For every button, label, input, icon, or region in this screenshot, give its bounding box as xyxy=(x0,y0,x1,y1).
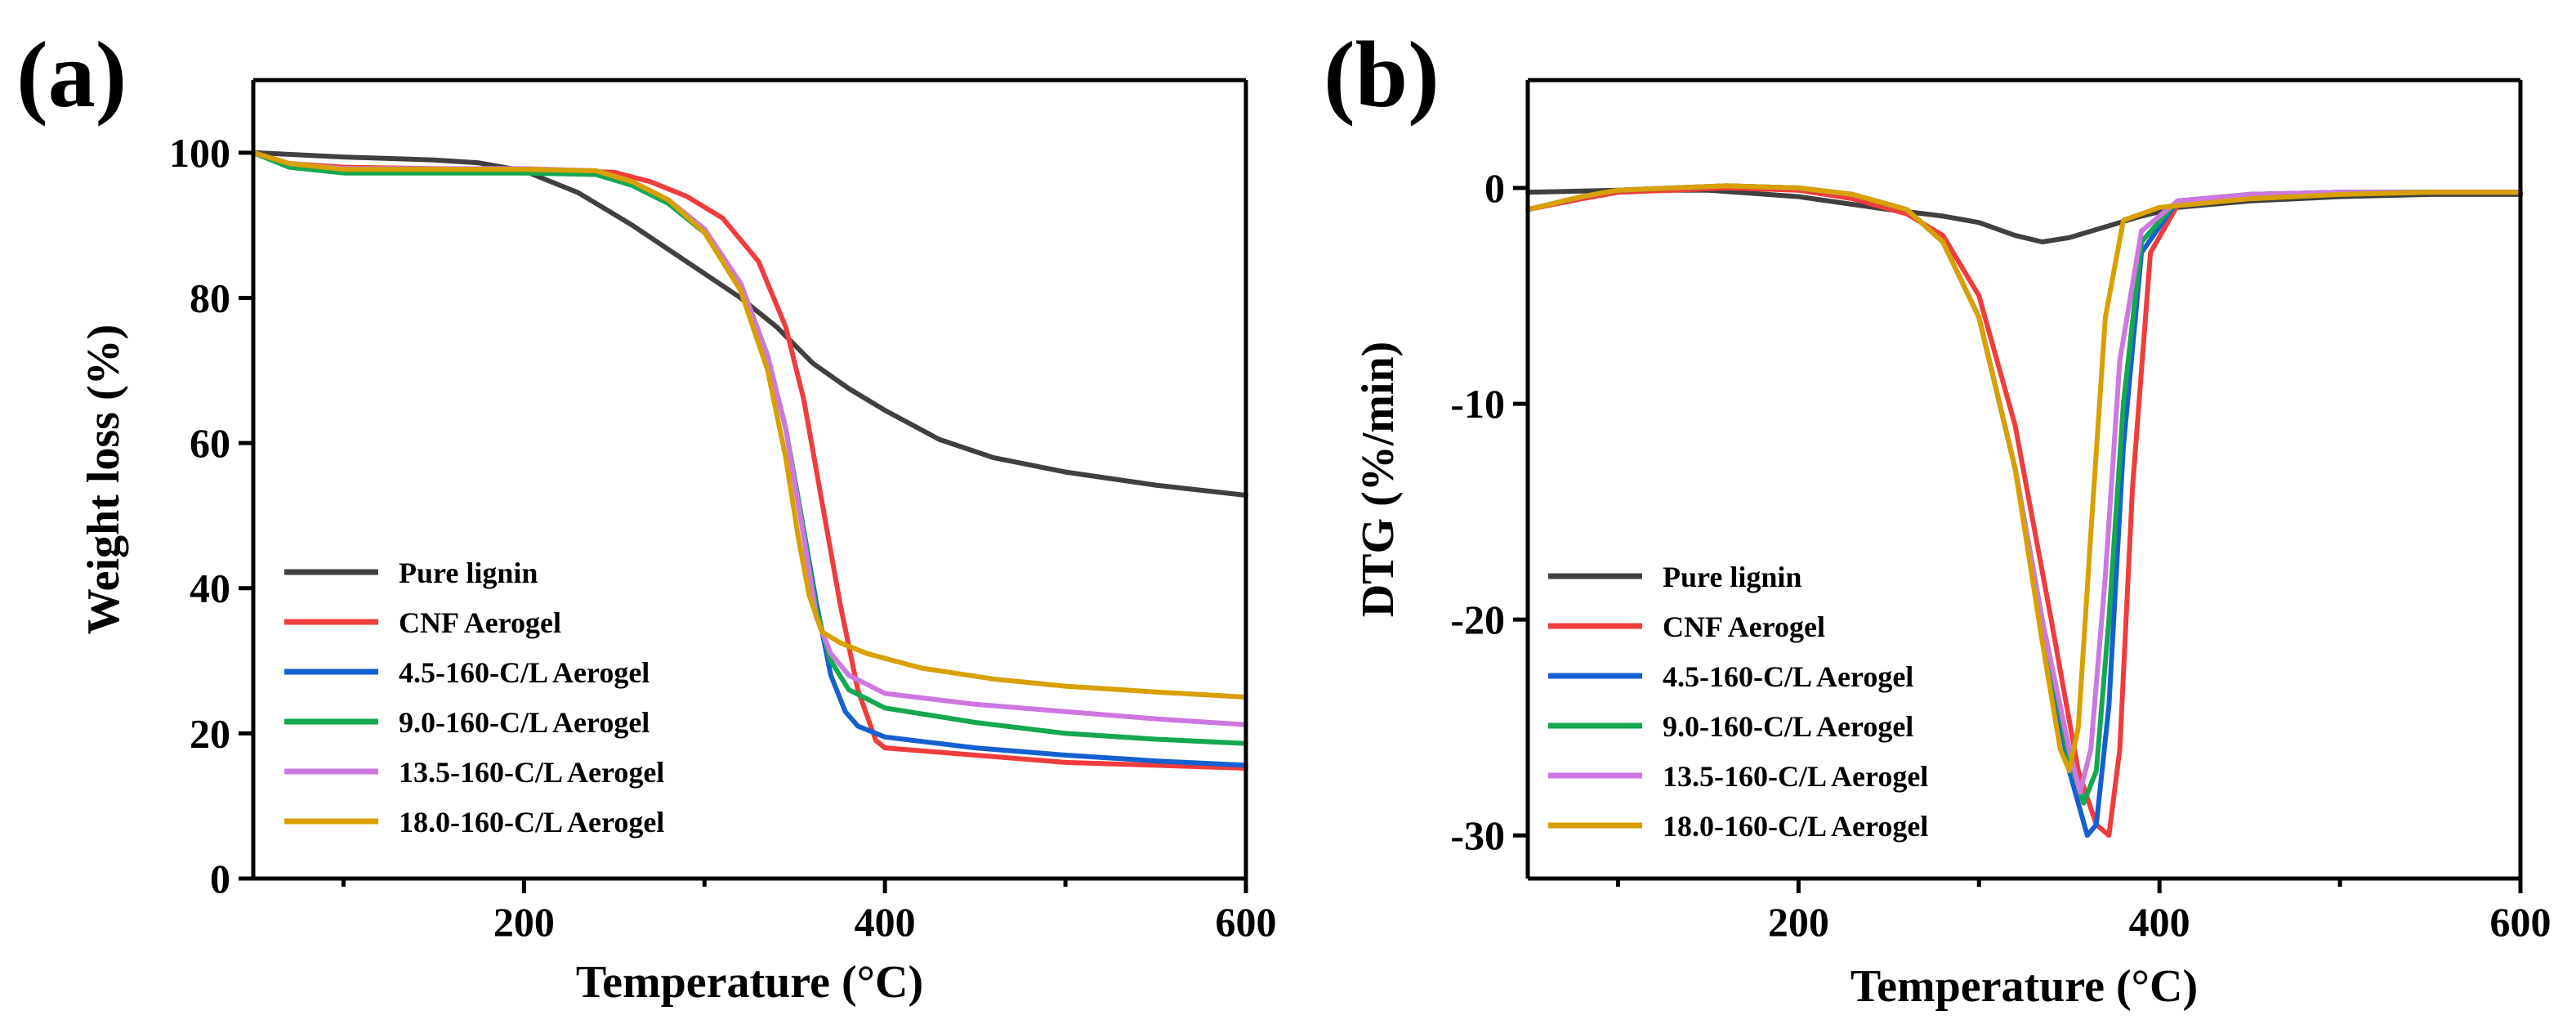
legend-label-a-4: 13.5-160-C/L Aerogel xyxy=(399,756,664,789)
legend-label-b-0: Pure lignin xyxy=(1663,561,1801,593)
y-tick-label-a-4: 80 xyxy=(190,275,230,320)
panel-b-dtg-chart: (b) 200 400 600 0 -10 -20 -30 Temperature (°C) DT… xyxy=(1324,23,2551,1012)
series-line-a-3 xyxy=(251,150,1248,746)
legend-label-a-1: CNF Aerogel xyxy=(399,606,561,639)
y-tick-label-b-1: -10 xyxy=(1450,381,1505,427)
series-line-b-4 xyxy=(1525,183,2523,795)
legend-label-a-2: 4.5-160-C/L Aerogel xyxy=(399,656,650,689)
legend-label-b-3: 9.0-160-C/L Aerogel xyxy=(1663,710,1913,743)
x-tick-label-b-0: 200 xyxy=(1768,899,1829,945)
series-line-b-0 xyxy=(1525,187,2523,244)
x-tick-label-b-1: 400 xyxy=(2129,899,2190,945)
y-tick-label-b-0: 0 xyxy=(1484,165,1505,211)
panel-label-a: (a) xyxy=(16,23,127,127)
x-axis-title-a: Temperature (°C) xyxy=(576,957,923,1008)
y-axis-title-b: DTG (%/min) xyxy=(1353,342,1404,618)
legend-label-b-2: 4.5-160-C/L Aerogel xyxy=(1663,660,1913,693)
y-tick-label-b-2: -20 xyxy=(1450,597,1505,642)
y-tick-label-a-3: 60 xyxy=(190,420,230,466)
y-tick-label-a-5: 100 xyxy=(169,130,230,176)
y-tick-label-a-1: 20 xyxy=(190,710,230,756)
y-tick-label-a-2: 40 xyxy=(190,566,230,611)
y-axis-title-a: Weight loss (%) xyxy=(78,324,129,635)
legend-label-a-5: 18.0-160-C/L Aerogel xyxy=(399,806,664,838)
x-tick-label-a-1: 400 xyxy=(855,899,916,945)
y-tick-label-b-3: -30 xyxy=(1450,812,1505,858)
legend-label-b-4: 13.5-160-C/L Aerogel xyxy=(1663,760,1928,793)
series-line-a-0 xyxy=(251,150,1248,498)
x-tick-label-a-2: 600 xyxy=(1216,899,1277,945)
x-axis-title-b: Temperature (°C) xyxy=(1851,961,2198,1012)
legend-label-a-0: Pure lignin xyxy=(399,557,538,589)
legend-label-a-3: 9.0-160-C/L Aerogel xyxy=(399,706,650,739)
series-line-a-5 xyxy=(251,150,1248,700)
x-tick-label-b-2: 600 xyxy=(2490,899,2551,945)
legend-label-b-5: 18.0-160-C/L Aerogel xyxy=(1663,810,1928,843)
panel-label-b: (b) xyxy=(1324,23,1440,127)
y-tick-label-a-0: 0 xyxy=(210,856,230,901)
legend-label-b-1: CNF Aerogel xyxy=(1663,610,1825,643)
series-line-b-5 xyxy=(1525,183,2523,773)
panel-a-weight-loss-chart: (a) 200 400 600 0 20 40 60 80 100 Temperature (°C)… xyxy=(16,23,1277,1008)
x-tick-label-a-0: 200 xyxy=(493,899,555,945)
